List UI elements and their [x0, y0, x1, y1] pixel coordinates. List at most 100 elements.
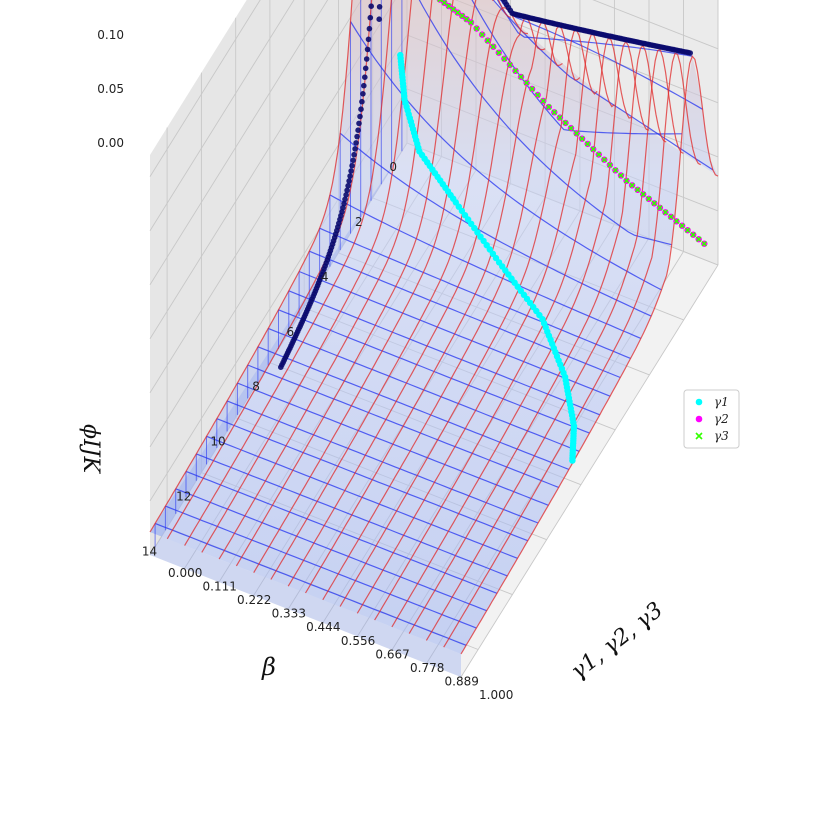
ridge-point: [358, 106, 364, 112]
ridge-point: [349, 162, 355, 169]
legend-marker: [695, 432, 703, 440]
ridge-point: [376, 16, 383, 23]
legend: γ1 γ2 γ3: [683, 389, 740, 449]
wire-gamma: [235, 0, 494, 567]
series-point-γ3: [584, 141, 591, 147]
wire-gamma: [322, 24, 581, 601]
ridge-point: [376, 4, 383, 10]
ridge-point: [347, 173, 353, 179]
series-point-γ3: [651, 200, 658, 207]
y-tick-label: 2: [355, 215, 363, 229]
wire-gamma: [374, 37, 632, 621]
ridge-point: [364, 46, 371, 53]
ridge-point: [365, 36, 372, 43]
x-axis-label: γ1, γ2, γ3: [566, 598, 668, 685]
wire-gamma: [166, 0, 373, 540]
series-point-γ3: [679, 222, 685, 229]
series-point-γ3: [657, 205, 663, 211]
x-tick-label: 0.111: [203, 580, 237, 594]
series-point-γ3: [437, 0, 443, 3]
series-point-γ3: [645, 196, 652, 202]
grid-line: [149, 0, 329, 285]
grid-line: [460, 264, 719, 678]
wire-gamma: [425, 49, 684, 641]
wire-gamma: [218, 0, 433, 560]
ridge-point: [687, 50, 693, 56]
series-point-γ3: [484, 37, 491, 44]
wire-gamma: [408, 44, 667, 634]
series-point-γ3: [629, 182, 635, 189]
ridge-point: [343, 192, 349, 198]
x-tick-label: 0.444: [306, 620, 340, 634]
series-point-γ3: [496, 49, 502, 56]
ridge-point: [359, 98, 365, 105]
series-point-γ3: [684, 227, 691, 234]
wire-gamma: [270, 7, 528, 580]
series-point-γ3: [695, 236, 702, 243]
y-tick-label: 14: [142, 545, 157, 559]
series-point-γ3: [479, 31, 485, 38]
series-point-γ1: [569, 457, 576, 464]
grid-line: [149, 0, 261, 177]
series-point-γ3: [512, 68, 519, 74]
ridge-point: [354, 133, 360, 140]
series-point-γ3: [529, 86, 535, 92]
ridge-point: [363, 56, 370, 62]
wire-gamma: [391, 40, 650, 628]
x-tick-label: 0.222: [237, 593, 271, 607]
ridge-point: [348, 168, 354, 174]
ridge-point: [352, 146, 358, 152]
wire-gamma: [184, 0, 392, 546]
series-point-γ3: [450, 6, 457, 13]
series-point-γ3: [590, 146, 596, 152]
ridge-point: [344, 187, 350, 194]
series-point-γ3: [523, 80, 530, 86]
y-tick-label: 0: [389, 160, 397, 174]
series-point-γ3: [551, 109, 558, 116]
series-point-γ3: [618, 172, 624, 179]
series-point-γ3: [596, 151, 602, 158]
series-point-γ3: [441, 0, 448, 6]
y-tick-label: 8: [252, 380, 260, 394]
ridge-point: [357, 113, 363, 120]
grid-line: [149, 0, 719, 340]
z-axis-label: ϕIJK: [78, 424, 103, 475]
series-point-γ3: [640, 191, 646, 198]
series-point-γ3: [662, 209, 669, 216]
ridge-point: [361, 82, 367, 89]
series-point-γ3: [459, 13, 465, 19]
x-tick-label: 0.000: [168, 566, 202, 580]
series-point-γ3: [562, 120, 569, 126]
series-point-γ3: [601, 156, 608, 163]
axis-ticks: 0.0000.1110.2220.3330.4440.5560.6670.778…: [97, 28, 513, 702]
ridge-point: [368, 3, 375, 10]
ridge-point: [362, 74, 368, 80]
series-point-γ3: [446, 3, 452, 9]
legend-marker: [695, 398, 703, 406]
x-tick-label: 0.889: [445, 675, 479, 689]
ridge-point: [278, 364, 284, 371]
ridge-point: [356, 120, 362, 127]
series-point-γ3: [468, 19, 474, 26]
series-point-γ3: [546, 104, 552, 110]
surface-fill: [150, 0, 718, 654]
series-point-γ3: [607, 162, 613, 168]
series-point-γ3: [473, 25, 480, 32]
legend-box: [683, 389, 740, 449]
x-tick-label: 1.000: [479, 688, 513, 702]
legend-marker: [695, 415, 703, 423]
ridge-point: [355, 127, 361, 133]
series-point-γ3: [701, 240, 708, 247]
x-tick-label: 0.556: [341, 634, 375, 648]
x-tick-label: 0.667: [375, 647, 409, 661]
z-tick-label: 0.05: [97, 82, 124, 96]
wire-gamma: [460, 55, 719, 655]
z-tick-label: 0.10: [97, 28, 124, 42]
wire-gamma: [339, 29, 598, 607]
series-point-γ3: [612, 167, 619, 174]
ridge-curves: [278, 0, 693, 371]
wire-gamma: [253, 0, 511, 574]
grid-line: [149, 0, 295, 231]
series-point-γ3: [518, 74, 524, 80]
